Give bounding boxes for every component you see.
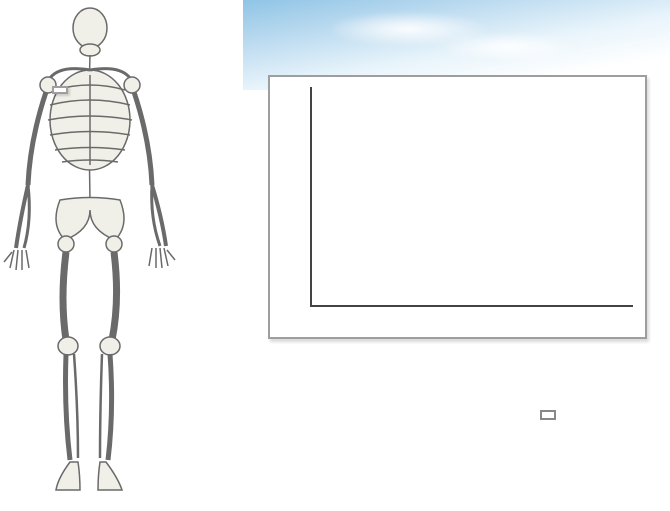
age-bar-chart xyxy=(268,75,647,339)
skeleton-drawing xyxy=(0,0,243,511)
gender-pie-chart xyxy=(280,392,510,484)
percent-badge xyxy=(52,86,68,94)
skeleton-panel xyxy=(0,0,243,511)
pie-legend xyxy=(540,410,556,420)
bar-plot-area xyxy=(310,87,633,307)
